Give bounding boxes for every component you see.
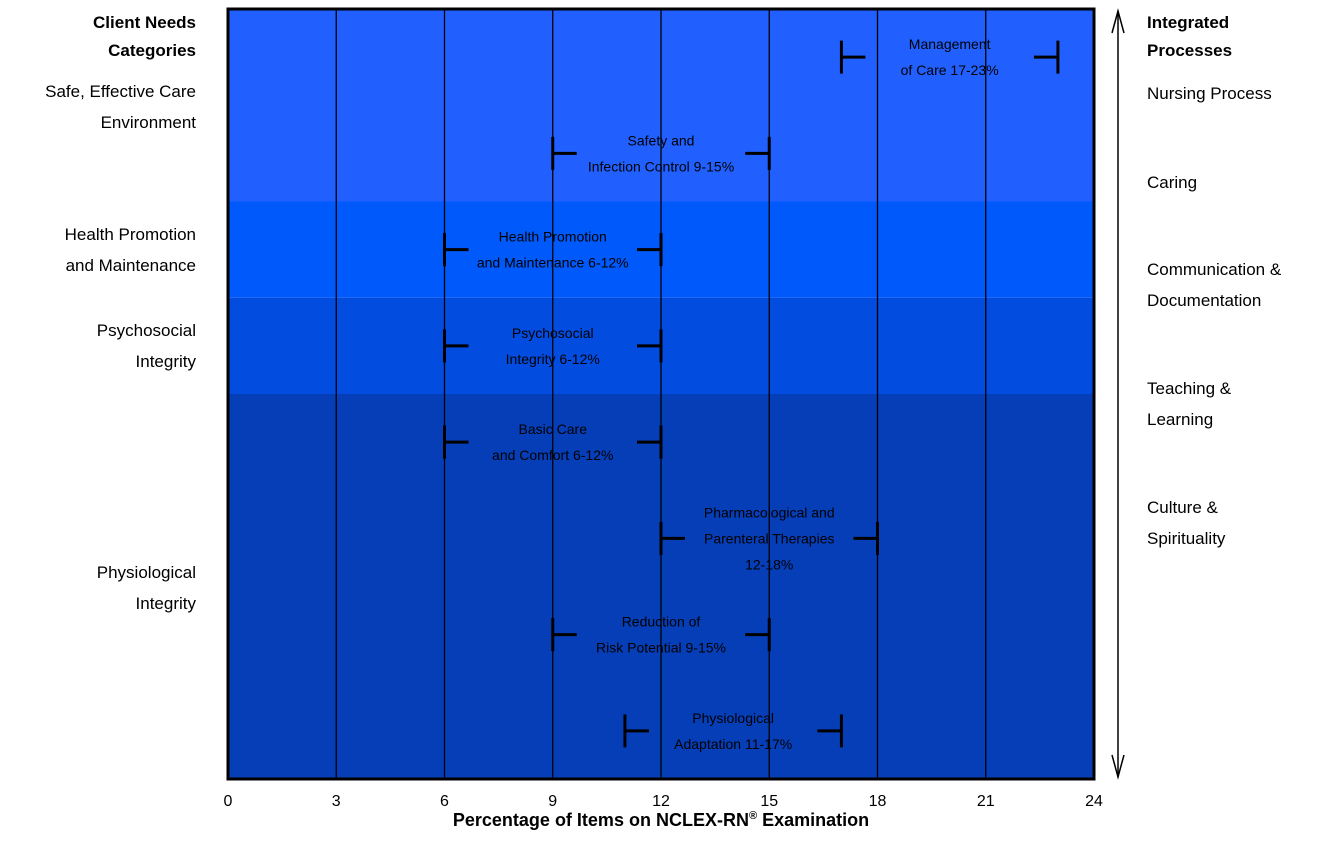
client-needs-heading-line: Categories	[108, 41, 196, 60]
range-label: Basic Care	[519, 421, 588, 437]
category-psychosocial: Psychosocial Integrity	[97, 315, 196, 377]
range-label: and Comfort 6-12%	[492, 447, 613, 463]
process-line: Documentation	[1147, 291, 1262, 310]
x-tick-label: 9	[548, 793, 557, 810]
client-needs-heading-line: Client Needs	[93, 13, 196, 32]
process-nursing-process: Nursing Process	[1147, 78, 1272, 109]
process-line: Caring	[1147, 173, 1198, 192]
category-safe-effective-care: Safe, Effective Care Environment	[45, 76, 196, 138]
category-line: Integrity	[135, 594, 196, 613]
process-communication: Communication & Documentation	[1147, 254, 1281, 316]
range-label: Pharmacological and	[704, 504, 835, 520]
range-bracket: Psychosocial Integrity 6-12%	[443, 325, 663, 367]
registered-mark: ®	[748, 810, 758, 822]
category-line: Health Promotion	[64, 225, 196, 244]
client-needs-heading: Client Needs Categories	[93, 9, 196, 65]
x-tick-label: 21	[977, 793, 995, 810]
process-arrow-icon	[1111, 8, 1125, 780]
process-line: Nursing Process	[1147, 84, 1272, 103]
process-line: Spirituality	[1147, 529, 1226, 548]
range-bracket: Health Promotion and Maintenance 6-12%	[443, 229, 663, 271]
range-label: Adaptation 11-17%	[674, 736, 792, 752]
x-tick-labels: 0 3 6 9 12 15 18 21 24	[224, 793, 1103, 810]
range-label: Psychosocial	[512, 325, 594, 341]
process-caring: Caring	[1147, 167, 1197, 198]
category-physiological: Physiological Integrity	[97, 557, 196, 619]
range-label: Reduction of	[622, 614, 701, 630]
process-teaching: Teaching & Learning	[1147, 373, 1231, 435]
range-label: Risk Potential 9-15%	[596, 640, 726, 656]
range-bracket: Basic Care and Comfort 6-12%	[443, 421, 663, 463]
x-tick-label: 24	[1085, 793, 1103, 810]
x-tick-label: 15	[760, 793, 778, 810]
integrated-processes-heading-line: Processes	[1147, 41, 1233, 60]
x-axis-label-suffix: Examination	[757, 810, 870, 830]
x-tick-label: 18	[869, 793, 887, 810]
process-line: Culture &	[1147, 498, 1218, 517]
plot-frame	[226, 7, 1096, 781]
range-label: and Maintenance 6-12%	[477, 255, 629, 271]
range-bracket: Pharmacological and Parenteral Therapies 1…	[659, 504, 879, 572]
range-label: Parenteral Therapies	[704, 530, 834, 546]
range-label: of Care 17-23%	[901, 62, 999, 78]
x-tick-label: 3	[332, 793, 341, 810]
x-tick-label: 12	[652, 793, 670, 810]
category-line: and Maintenance	[65, 256, 196, 275]
range-label: Physiological	[692, 710, 774, 726]
range-label: Health Promotion	[499, 229, 607, 245]
process-line: Learning	[1147, 410, 1214, 429]
category-line: Psychosocial	[96, 321, 196, 340]
range-label: 12-18%	[745, 556, 793, 572]
range-bracket: Safety and Infection Control 9-15%	[551, 132, 771, 174]
process-line: Communication &	[1147, 260, 1282, 279]
x-tick-label: 0	[224, 793, 233, 810]
x-axis-label-text: Percentage of Items on NCLEX-RN	[452, 810, 749, 830]
range-bracket: Reduction of Risk Potential 9-15%	[551, 614, 771, 656]
x-tick-label: 6	[440, 793, 449, 810]
range-bracket: Physiological Adaptation 11-17%	[623, 710, 843, 752]
arrow-head-up	[1111, 8, 1125, 34]
range-label: Safety and	[628, 132, 695, 148]
range-label: Infection Control 9-15%	[588, 158, 734, 174]
category-line: Integrity	[135, 352, 196, 371]
x-axis-label: Percentage of Items on NCLEX-RN® Examina…	[228, 810, 1094, 831]
process-line: Teaching &	[1147, 379, 1232, 398]
process-culture: Culture & Spirituality	[1147, 492, 1225, 554]
integrated-processes-heading-line: Integrated	[1147, 13, 1230, 32]
range-brackets: Management of Care 17-23% Safety and Infect…	[443, 36, 1060, 752]
range-label: Management	[909, 36, 991, 52]
range-bracket: Management of Care 17-23%	[839, 36, 1060, 78]
category-line: Safe, Effective Care	[45, 82, 196, 101]
category-line: Environment	[100, 113, 196, 132]
category-health-promotion: Health Promotion and Maintenance	[65, 219, 196, 281]
integrated-processes-heading: Integrated Processes	[1147, 9, 1232, 65]
category-line: Physiological	[96, 563, 196, 582]
arrow-head-down	[1111, 754, 1125, 780]
range-label: Integrity 6-12%	[506, 351, 600, 367]
